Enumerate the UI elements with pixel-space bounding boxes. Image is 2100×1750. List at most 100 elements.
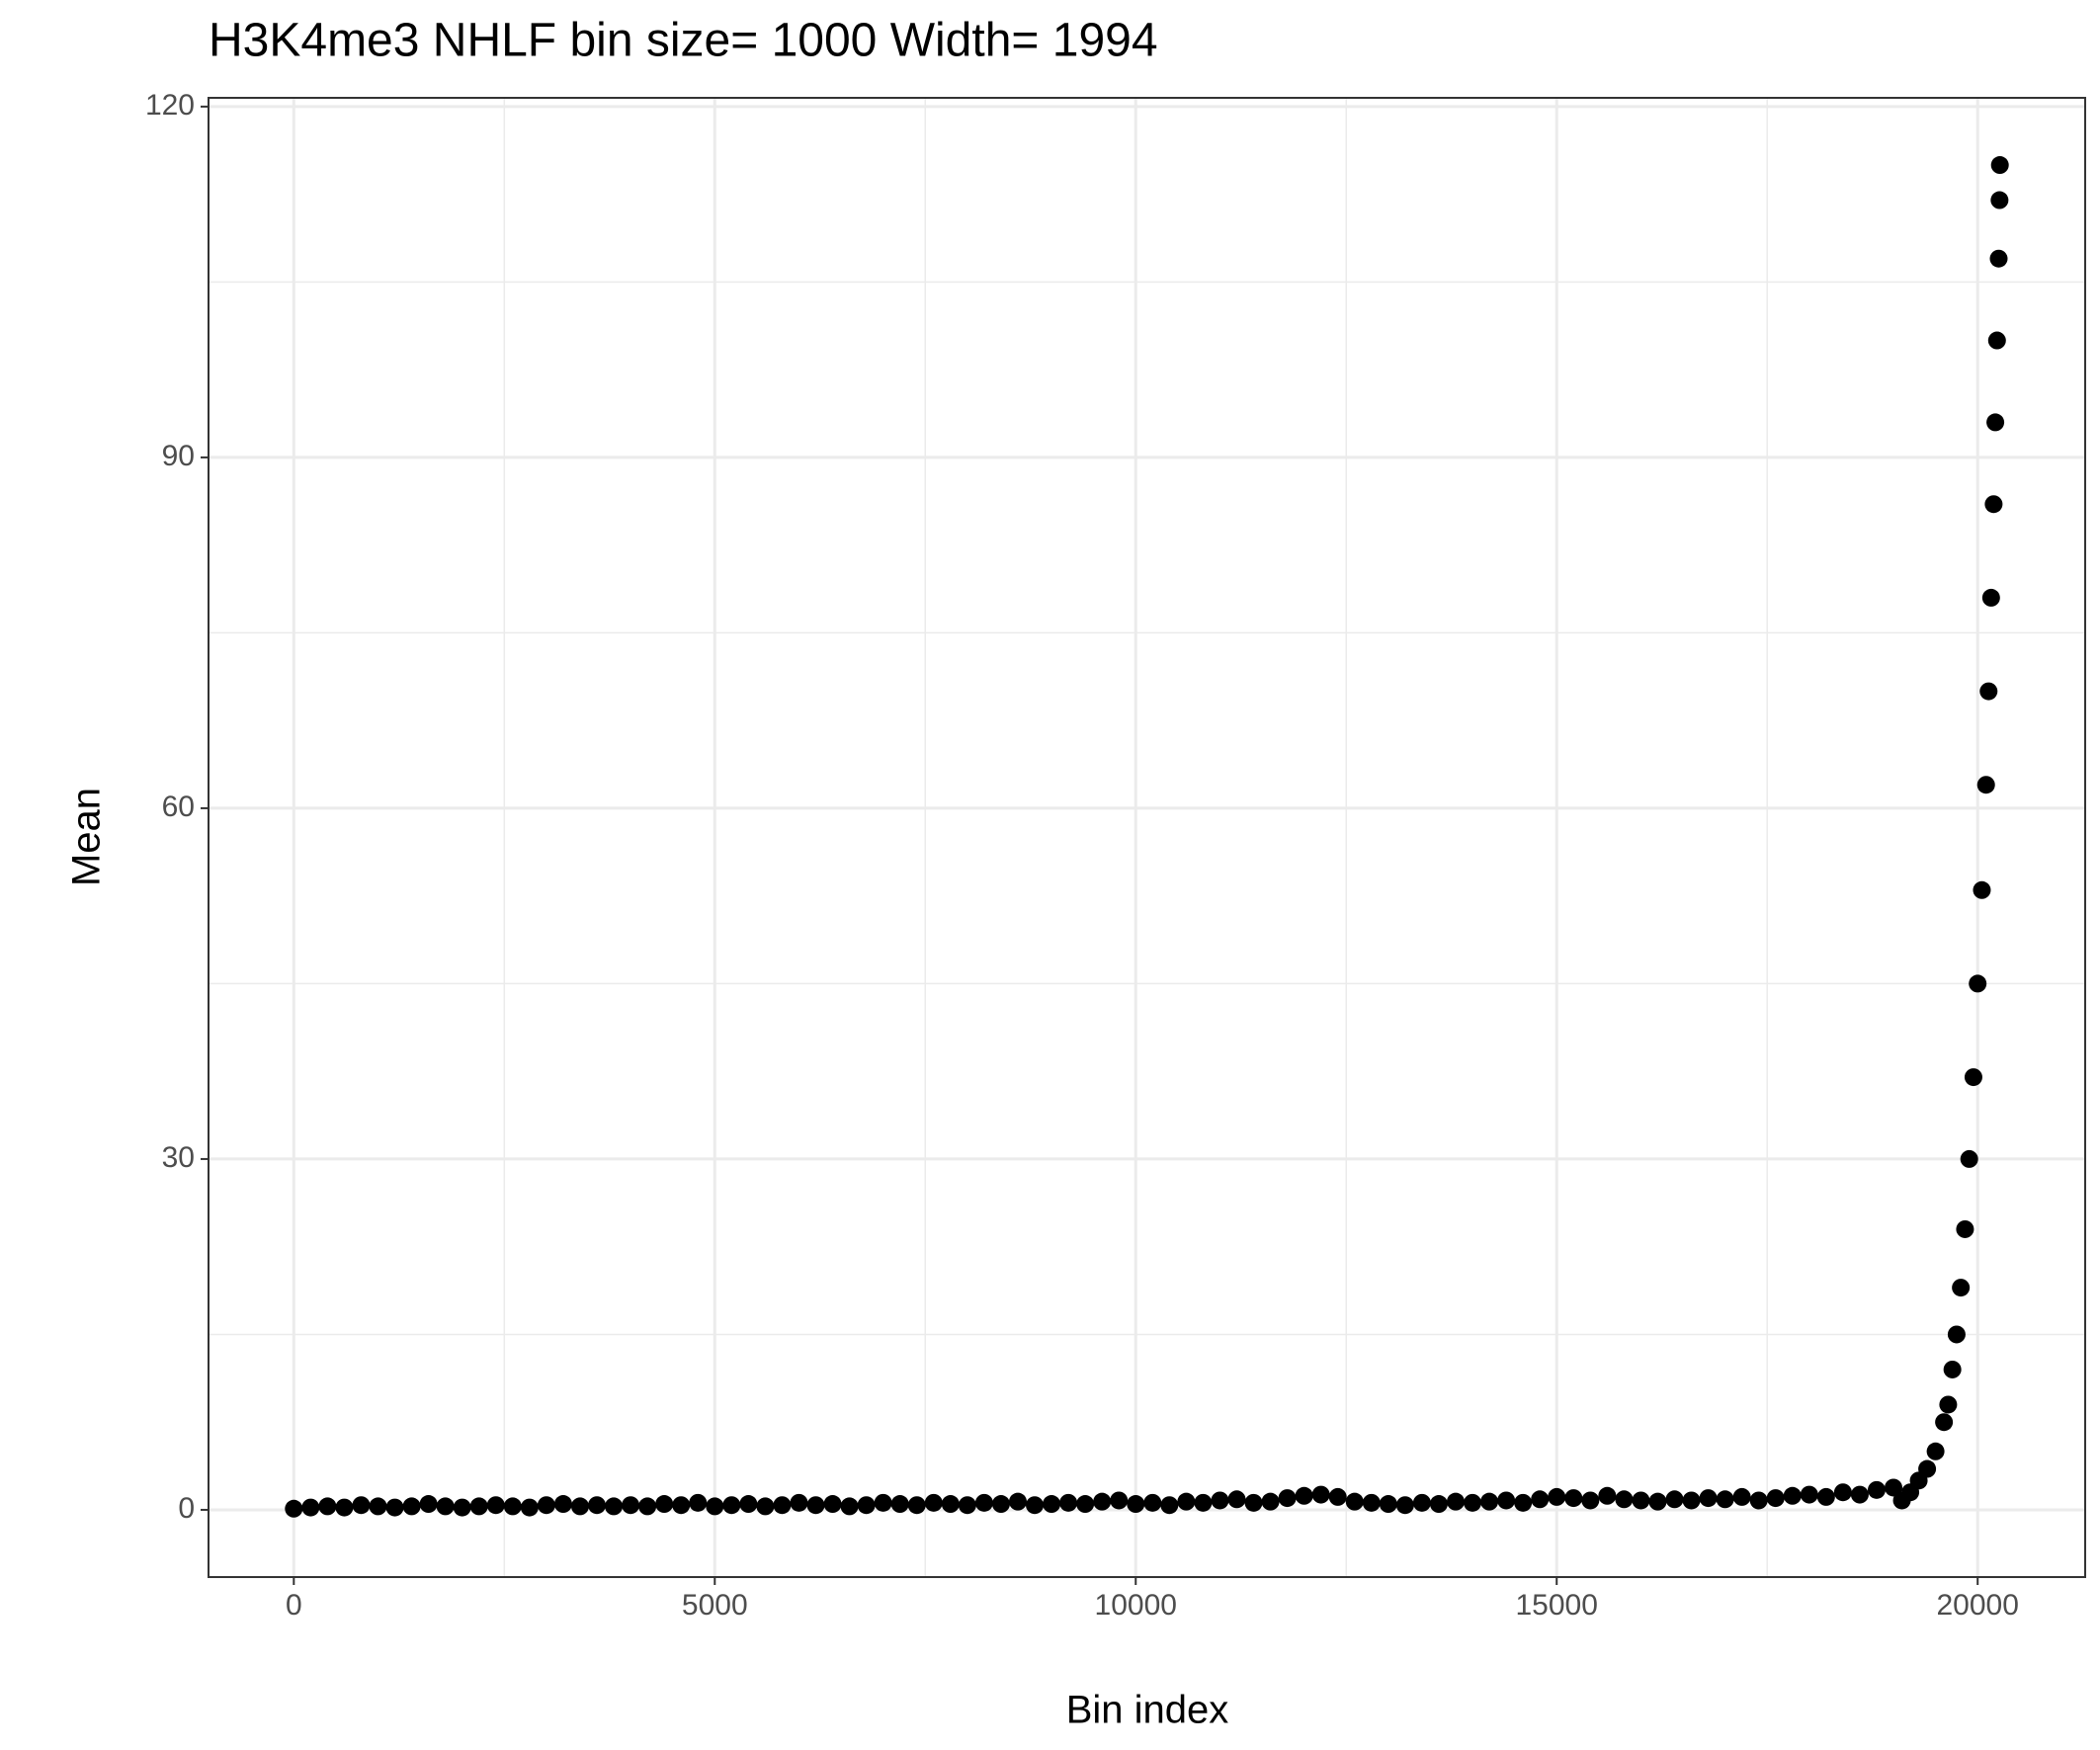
- point: [1885, 1478, 1903, 1497]
- point: [1981, 588, 2000, 607]
- point: [1395, 1496, 1414, 1515]
- point: [1564, 1489, 1583, 1508]
- point: [1682, 1491, 1701, 1510]
- point: [1328, 1487, 1347, 1506]
- point: [874, 1493, 892, 1512]
- point: [402, 1497, 421, 1516]
- point: [672, 1496, 691, 1515]
- point: [857, 1496, 876, 1515]
- point: [1345, 1492, 1364, 1511]
- point: [1943, 1360, 1962, 1378]
- point: [1918, 1459, 1937, 1478]
- point: [1850, 1485, 1869, 1504]
- point: [335, 1498, 354, 1517]
- point: [1429, 1495, 1448, 1514]
- point: [1464, 1493, 1482, 1512]
- point: [1952, 1279, 1971, 1297]
- point: [1969, 974, 1987, 993]
- point: [1194, 1493, 1213, 1512]
- points: [285, 156, 2009, 1518]
- y-tick-label: 90: [162, 440, 195, 472]
- point: [369, 1497, 387, 1516]
- y-tick-label: 120: [145, 89, 195, 122]
- point: [790, 1493, 808, 1512]
- point: [1989, 249, 2008, 268]
- point: [1143, 1493, 1162, 1512]
- point: [486, 1496, 505, 1515]
- point: [588, 1496, 607, 1515]
- point: [840, 1497, 859, 1516]
- point: [941, 1495, 960, 1514]
- point: [655, 1495, 674, 1514]
- point: [1059, 1493, 1078, 1512]
- point: [1177, 1492, 1196, 1511]
- point: [1211, 1491, 1229, 1510]
- point: [469, 1497, 488, 1516]
- point: [1800, 1485, 1818, 1504]
- y-tick-label: 0: [178, 1492, 195, 1525]
- point: [318, 1497, 337, 1516]
- point: [806, 1496, 825, 1515]
- point: [773, 1496, 792, 1515]
- point: [352, 1496, 371, 1515]
- point: [1514, 1493, 1533, 1512]
- point: [1598, 1486, 1617, 1505]
- point: [739, 1495, 758, 1514]
- point: [958, 1496, 976, 1515]
- y-tick-label: 30: [162, 1141, 195, 1174]
- point: [1833, 1483, 1852, 1502]
- x-tick-label: 15000: [1516, 1589, 1598, 1622]
- point: [1987, 331, 2006, 350]
- point: [385, 1498, 404, 1517]
- point: [1076, 1495, 1095, 1514]
- point: [453, 1498, 471, 1517]
- point: [520, 1498, 539, 1517]
- point: [924, 1493, 943, 1512]
- point: [1127, 1495, 1145, 1514]
- point: [1716, 1490, 1734, 1509]
- point: [1244, 1493, 1263, 1512]
- point: [1665, 1490, 1684, 1509]
- point: [756, 1497, 775, 1516]
- point: [419, 1495, 438, 1514]
- point: [301, 1498, 320, 1517]
- point: [991, 1495, 1010, 1514]
- point: [1947, 1325, 1966, 1344]
- point: [1043, 1495, 1061, 1514]
- point: [1960, 1149, 1978, 1168]
- point: [1986, 413, 2005, 432]
- point: [1699, 1489, 1718, 1508]
- point: [1026, 1496, 1045, 1515]
- x-tick-label: 0: [286, 1589, 302, 1622]
- point: [706, 1497, 724, 1516]
- x-tick-label: 10000: [1095, 1589, 1177, 1622]
- point: [1008, 1492, 1027, 1511]
- point: [1990, 156, 2009, 175]
- point: [689, 1493, 708, 1512]
- point: [605, 1497, 624, 1516]
- point: [1816, 1487, 1835, 1506]
- chart-title: H3K4me3 NHLF bin size= 1000 Width= 1994: [209, 15, 1158, 67]
- point: [974, 1493, 993, 1512]
- point: [285, 1499, 303, 1518]
- point: [553, 1495, 572, 1514]
- point: [1110, 1491, 1129, 1510]
- point: [1956, 1219, 1974, 1238]
- point: [1976, 776, 1995, 794]
- point: [503, 1497, 522, 1516]
- point: [570, 1497, 589, 1516]
- point: [1278, 1489, 1297, 1508]
- point: [1227, 1490, 1246, 1509]
- point: [1749, 1491, 1768, 1510]
- point: [1766, 1489, 1785, 1508]
- point: [1362, 1493, 1381, 1512]
- point: [1295, 1486, 1313, 1505]
- point: [436, 1497, 455, 1516]
- point: [537, 1496, 555, 1515]
- point: [1732, 1487, 1751, 1506]
- point: [1926, 1442, 1945, 1460]
- point: [890, 1495, 909, 1514]
- panel-border: [208, 97, 2086, 1578]
